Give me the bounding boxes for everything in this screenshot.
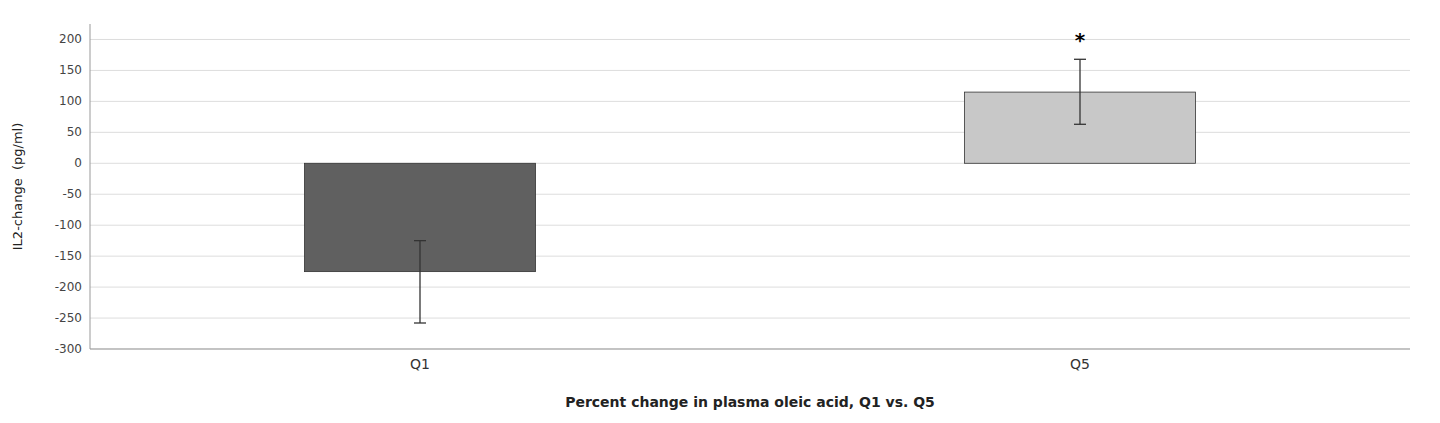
x-axis: Q1 Q5: [410, 356, 1090, 372]
grid-line: [90, 318, 1410, 319]
grid-line: [90, 287, 1410, 288]
y-tick-label: -200: [55, 280, 82, 294]
error-bar-stem: [419, 241, 420, 323]
y-axis-line: [90, 24, 91, 349]
y-tick-label: 50: [67, 125, 82, 139]
y-tick-label: 150: [59, 63, 82, 77]
chart-svg: -300 -250 -200 -150 -100 -50 0 50 100 150 200 Q1 Q5 *…: [0, 0, 1440, 423]
error-bar-cap-low: [1074, 124, 1086, 125]
y-tick-label: -150: [55, 249, 82, 263]
y-tick-label: 200: [59, 32, 82, 46]
error-bar: [414, 241, 426, 323]
y-axis-title: IL2-change (pg/ml): [10, 123, 25, 250]
annotation: *: [1075, 28, 1086, 52]
page: {"chart_data": {"type": "bar", "categori…: [0, 0, 1440, 423]
y-tick-label: 0: [74, 156, 82, 170]
x-axis-line: [90, 349, 1410, 350]
error-bar-cap-low: [414, 322, 426, 323]
plot-area: [305, 59, 1196, 323]
y-tick-label: -250: [55, 311, 82, 325]
x-tick-label: Q1: [410, 356, 430, 372]
grid-line: [90, 163, 1410, 164]
chart-container: -300 -250 -200 -150 -100 -50 0 50 100 150 200 Q1 Q5 *…: [0, 0, 1440, 423]
grid-line: [90, 70, 1410, 71]
grid-line: [90, 39, 1410, 40]
error-bar-cap-high: [1074, 59, 1086, 60]
grid-line: [90, 349, 1410, 350]
y-tick-label: -100: [55, 218, 82, 232]
y-tick-label: 100: [59, 94, 82, 108]
grid-line: [90, 101, 1410, 102]
grid-line: [90, 194, 1410, 195]
grid-line: [90, 225, 1410, 226]
error-bar-stem: [1079, 59, 1080, 124]
x-axis-title: Percent change in plasma oleic acid, Q1 …: [565, 394, 935, 410]
x-tick-label: Q5: [1070, 356, 1090, 372]
y-tick-label: -50: [62, 187, 82, 201]
error-bar: [1074, 59, 1086, 124]
y-tick-label: -300: [55, 342, 82, 356]
grid-line: [90, 256, 1410, 257]
y-axis: -300 -250 -200 -150 -100 -50 0 50 100 150 200: [55, 32, 82, 356]
grid-line: [90, 132, 1410, 133]
grid: [90, 39, 1410, 349]
error-bar-cap-high: [414, 240, 426, 241]
